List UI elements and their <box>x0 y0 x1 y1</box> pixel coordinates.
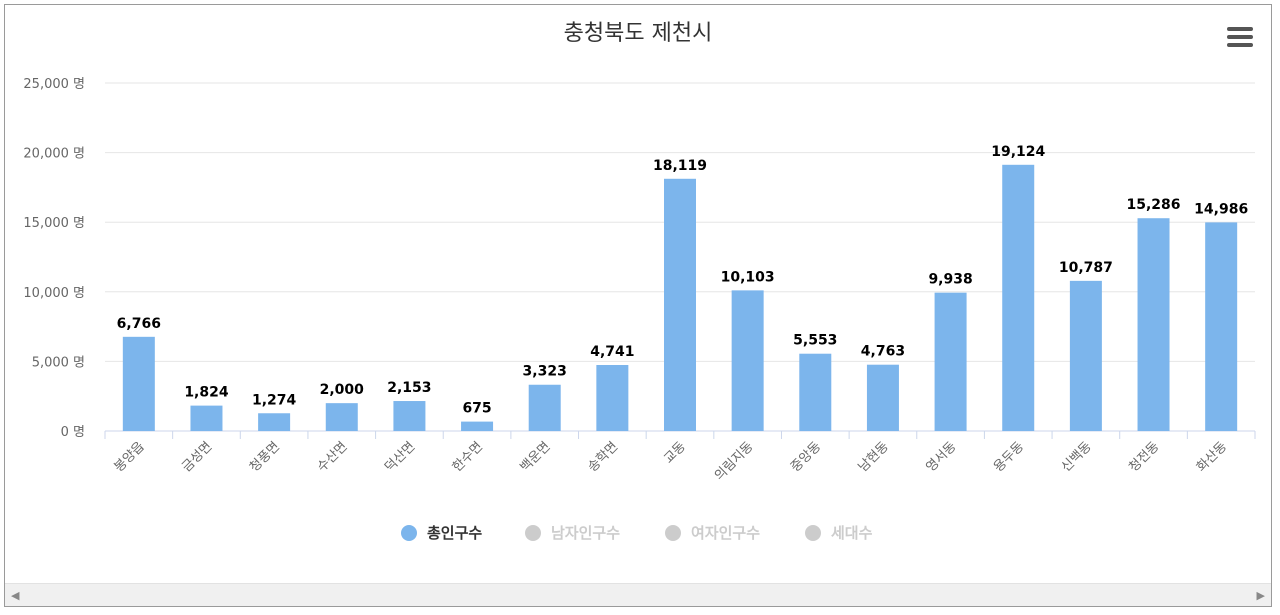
bar[interactable] <box>393 401 426 431</box>
bar[interactable] <box>325 403 358 431</box>
x-tick-label: 의림지동 <box>712 439 756 483</box>
x-tick-label: 화산동 <box>1194 439 1230 475</box>
legend-label: 세대수 <box>831 524 873 542</box>
x-tick-label: 용두동 <box>991 439 1027 475</box>
bar[interactable] <box>1137 218 1170 431</box>
x-tick-label: 덕산면 <box>382 439 418 475</box>
bar[interactable] <box>731 290 764 431</box>
y-tick-label: 25,000 명 <box>23 77 85 92</box>
data-label: 15,286 <box>1127 197 1181 213</box>
x-tick-label: 금성면 <box>179 439 215 475</box>
legend-label: 총인구수 <box>427 524 482 542</box>
legend-label: 남자인구수 <box>551 524 620 542</box>
horizontal-scrollbar[interactable]: ◀ ▶ <box>5 583 1271 606</box>
data-label: 9,938 <box>928 272 972 288</box>
y-tick-label: 15,000 명 <box>23 216 85 231</box>
bar[interactable] <box>934 292 967 431</box>
bar[interactable] <box>1205 222 1238 431</box>
y-tick-label: 20,000 명 <box>23 147 85 162</box>
data-label: 1,824 <box>184 385 229 401</box>
arrow-left-icon[interactable]: ◀ <box>11 589 20 602</box>
data-label: 2,000 <box>320 382 365 398</box>
x-tick-label: 신백동 <box>1059 439 1095 475</box>
bar[interactable] <box>122 336 155 431</box>
x-tick-label: 봉양읍 <box>112 439 148 475</box>
x-tick-label: 영서동 <box>923 439 959 475</box>
legend-item[interactable]: 여자인구수 <box>665 524 760 542</box>
x-tick-label: 한수면 <box>450 439 486 475</box>
legend-marker <box>525 525 541 541</box>
data-label: 5,553 <box>793 333 837 349</box>
bar-chart: 충청북도 제천시 0 명 5,000 명 10,000 명 15,000 명 20,00… <box>23 21 1256 542</box>
data-label: 2,153 <box>387 380 431 396</box>
x-tick-label: 중앙동 <box>788 439 824 475</box>
legend-label: 여자인구수 <box>691 524 760 542</box>
data-label: 10,103 <box>721 269 775 285</box>
data-label: 1,274 <box>252 392 297 408</box>
bar[interactable] <box>1069 280 1102 431</box>
bar[interactable] <box>1002 164 1035 431</box>
data-label: 675 <box>462 401 491 417</box>
bar[interactable] <box>528 384 561 431</box>
x-tick-label: 백운면 <box>518 439 554 475</box>
chart-title: 충청북도 제천시 <box>564 21 713 46</box>
legend-item[interactable]: 총인구수 <box>401 524 482 542</box>
data-label: 18,119 <box>653 158 707 174</box>
data-label: 4,741 <box>590 344 634 360</box>
data-label: 4,763 <box>861 344 905 360</box>
legend-marker <box>665 525 681 541</box>
bar[interactable] <box>190 405 223 431</box>
bar[interactable] <box>664 178 696 431</box>
x-tick-label: 청풍면 <box>247 439 283 475</box>
y-tick-label: 0 명 <box>61 425 85 440</box>
data-label: 6,766 <box>117 316 161 332</box>
arrow-right-icon[interactable]: ▶ <box>1256 589 1265 602</box>
hamburger-menu-icon[interactable] <box>1227 27 1253 49</box>
bar[interactable] <box>596 365 629 431</box>
bar[interactable] <box>866 364 899 431</box>
chart-container: 충청북도 제천시 0 명 5,000 명 10,000 명 15,000 명 20,00… <box>4 4 1272 607</box>
bar[interactable] <box>258 413 291 431</box>
legend-marker <box>401 525 417 541</box>
bar[interactable] <box>461 421 494 431</box>
x-tick-label: 청전동 <box>1126 439 1162 475</box>
data-label: 10,787 <box>1059 260 1113 276</box>
legend-item[interactable]: 세대수 <box>805 524 873 542</box>
bar[interactable] <box>799 353 832 431</box>
x-tick-label: 송학면 <box>585 439 621 475</box>
y-tick-label: 5,000 명 <box>32 355 85 370</box>
y-tick-label: 10,000 명 <box>23 286 85 301</box>
data-label: 3,323 <box>523 364 567 380</box>
legend-item[interactable]: 남자인구수 <box>525 524 620 542</box>
data-label: 14,986 <box>1194 201 1248 217</box>
x-tick-label: 수산면 <box>315 439 351 475</box>
x-tick-label: 교동 <box>661 439 689 467</box>
data-label: 19,124 <box>991 144 1045 160</box>
legend-marker <box>805 525 821 541</box>
x-tick-label: 남현동 <box>856 439 892 475</box>
